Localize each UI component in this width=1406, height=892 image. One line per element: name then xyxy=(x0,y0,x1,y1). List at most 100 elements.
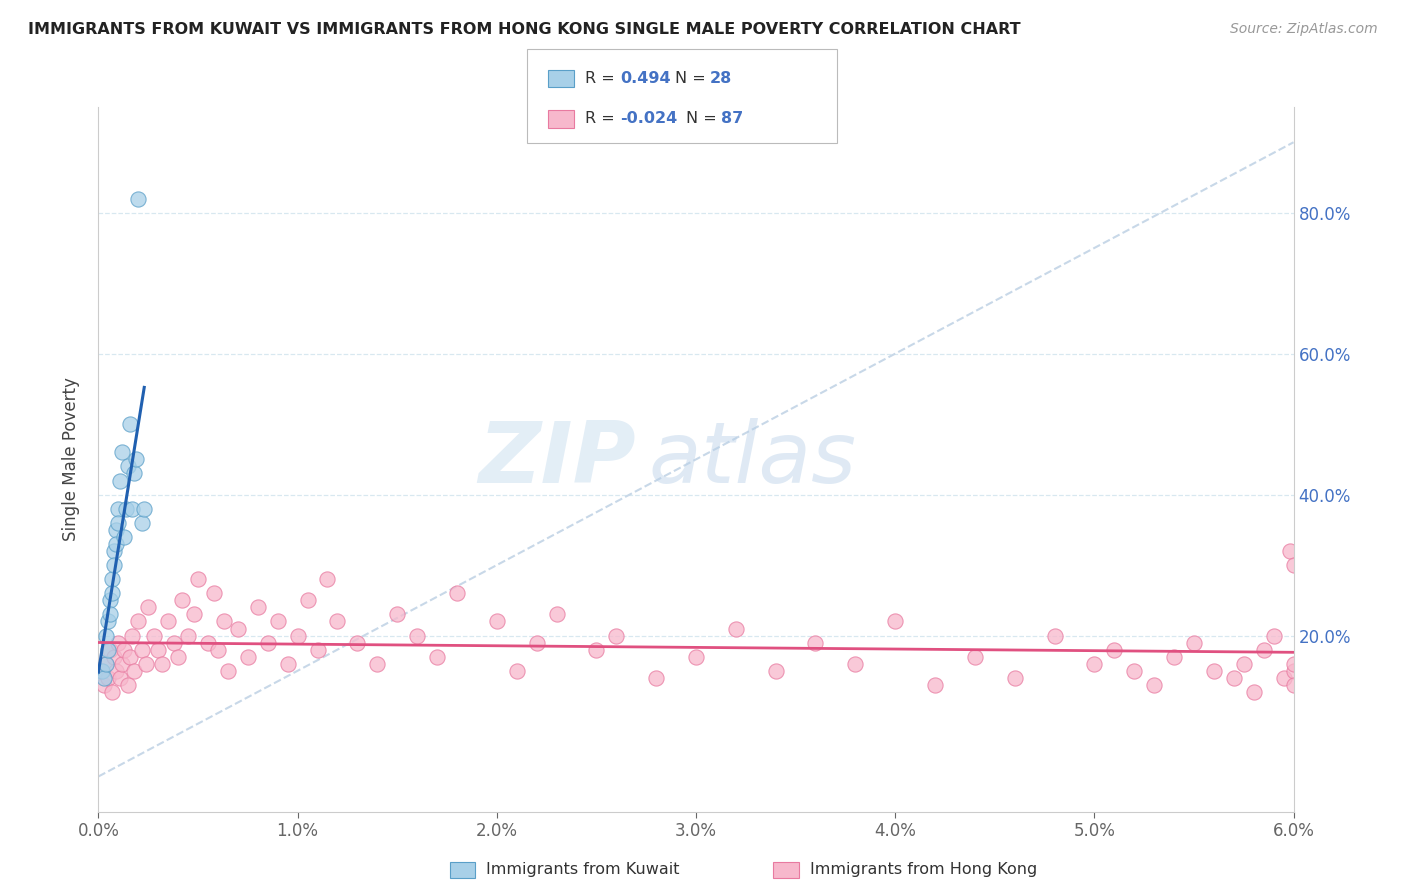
Point xyxy=(143,628,166,642)
Point xyxy=(157,615,180,629)
Text: 28: 28 xyxy=(710,71,733,86)
Point xyxy=(96,628,118,642)
Point xyxy=(124,664,146,678)
Point xyxy=(1123,664,1146,678)
Point xyxy=(1182,635,1205,649)
Point xyxy=(585,642,607,657)
Point xyxy=(172,593,194,607)
Point xyxy=(256,635,278,649)
Text: N =: N = xyxy=(675,71,711,86)
Point xyxy=(287,628,309,642)
Point xyxy=(101,685,124,699)
Point xyxy=(446,586,468,600)
Point xyxy=(111,657,134,671)
Point xyxy=(91,664,114,678)
Point xyxy=(506,664,529,678)
Point xyxy=(98,607,122,622)
Point xyxy=(150,657,173,671)
Point xyxy=(267,615,290,629)
Point xyxy=(97,671,120,685)
Point xyxy=(1282,664,1305,678)
Point xyxy=(1043,628,1066,642)
Text: Immigrants from Kuwait: Immigrants from Kuwait xyxy=(486,863,681,877)
Point xyxy=(963,649,986,664)
Point xyxy=(1223,671,1246,685)
Point xyxy=(110,474,132,488)
Point xyxy=(97,642,120,657)
Point xyxy=(1202,664,1225,678)
Point xyxy=(297,593,319,607)
Point xyxy=(112,642,135,657)
Point xyxy=(91,664,114,678)
Text: IMMIGRANTS FROM KUWAIT VS IMMIGRANTS FROM HONG KONG SINGLE MALE POVERTY CORRELAT: IMMIGRANTS FROM KUWAIT VS IMMIGRANTS FRO… xyxy=(28,22,1021,37)
Point xyxy=(1282,558,1305,573)
Point xyxy=(120,649,142,664)
Point xyxy=(326,615,349,629)
Point xyxy=(187,572,209,586)
Point xyxy=(117,459,139,474)
Text: R =: R = xyxy=(585,112,620,126)
Point xyxy=(346,635,368,649)
Point xyxy=(105,523,128,537)
Point xyxy=(127,615,149,629)
Point xyxy=(163,635,186,649)
Point xyxy=(121,628,143,642)
Point xyxy=(366,657,388,671)
Point xyxy=(107,501,129,516)
Point xyxy=(546,607,568,622)
Point xyxy=(924,678,946,692)
Point xyxy=(246,600,269,615)
Text: Immigrants from Hong Kong: Immigrants from Hong Kong xyxy=(810,863,1038,877)
Point xyxy=(316,572,339,586)
Point xyxy=(307,642,329,657)
Text: R =: R = xyxy=(585,71,620,86)
Text: atlas: atlas xyxy=(648,417,856,501)
Point xyxy=(605,628,627,642)
Point xyxy=(93,678,115,692)
Text: -0.024: -0.024 xyxy=(620,112,678,126)
Point xyxy=(96,657,118,671)
Point xyxy=(1253,642,1275,657)
Point xyxy=(844,657,866,671)
Point xyxy=(127,192,149,206)
Point xyxy=(136,600,159,615)
Point xyxy=(131,516,153,530)
Point xyxy=(135,657,157,671)
Point xyxy=(1278,544,1301,558)
Point xyxy=(217,664,239,678)
Point xyxy=(98,593,122,607)
Point xyxy=(1104,642,1126,657)
Point xyxy=(1243,685,1265,699)
Point xyxy=(110,671,132,685)
Point xyxy=(124,467,146,481)
Text: 0.494: 0.494 xyxy=(620,71,671,86)
Point xyxy=(105,537,128,551)
Point xyxy=(121,501,143,516)
Point xyxy=(385,607,409,622)
Point xyxy=(96,657,118,671)
Point xyxy=(107,516,129,530)
Point xyxy=(485,615,508,629)
Point xyxy=(202,586,225,600)
Text: N =: N = xyxy=(686,112,723,126)
Point xyxy=(103,558,125,573)
Point xyxy=(103,649,125,664)
Point xyxy=(1143,678,1166,692)
Point xyxy=(112,530,135,544)
Text: ZIP: ZIP xyxy=(478,417,637,501)
Point xyxy=(526,635,548,649)
Point xyxy=(236,649,259,664)
Point xyxy=(645,671,668,685)
Point xyxy=(134,501,156,516)
Point xyxy=(120,417,142,431)
Point xyxy=(101,572,124,586)
Point xyxy=(93,671,115,685)
Point xyxy=(131,642,153,657)
Point xyxy=(1263,628,1285,642)
Point xyxy=(105,664,128,678)
Point xyxy=(1272,671,1295,685)
Point xyxy=(1083,657,1105,671)
Point xyxy=(177,628,200,642)
Point xyxy=(98,642,122,657)
Point xyxy=(107,635,129,649)
